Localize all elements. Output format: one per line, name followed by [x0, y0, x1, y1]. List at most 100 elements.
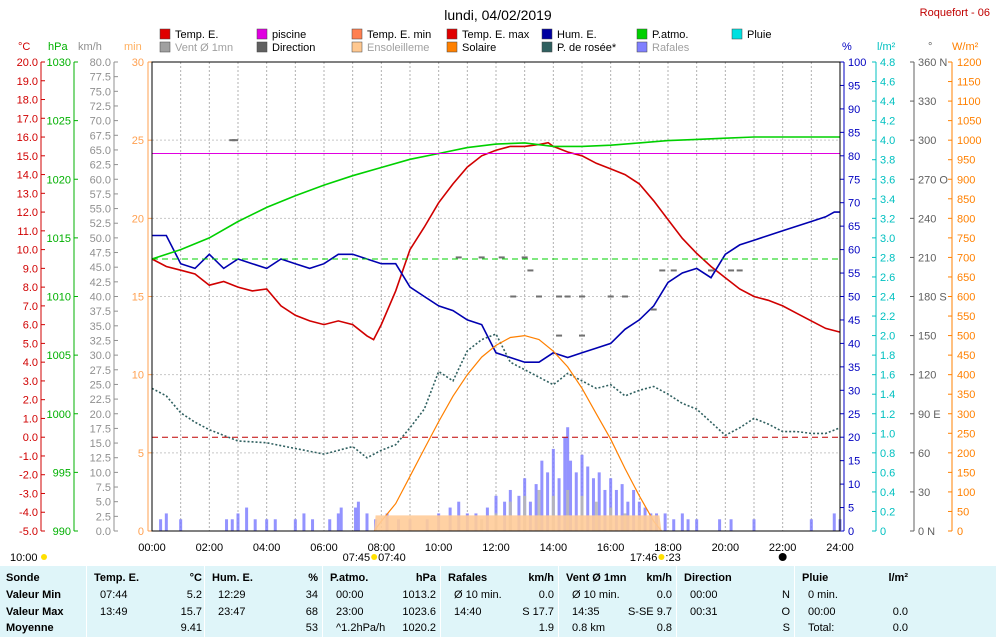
moon-time: 10:00 — [10, 552, 38, 564]
stats-row-avg-label: Moyenne — [6, 622, 54, 634]
stats-press-value: 1013.2 — [402, 589, 436, 601]
temp-tick-label: -2.0 — [19, 470, 38, 482]
direction-point — [579, 295, 585, 298]
x-tick-label: 16:00 — [597, 542, 625, 554]
wind-tick-label: 77.5 — [90, 72, 111, 84]
stats-dir-value: S — [782, 622, 790, 634]
direction-point — [579, 334, 585, 337]
humidity-tick-label: 20 — [848, 432, 860, 444]
stats-hum-time: 12:29 — [218, 589, 246, 601]
wind-tick-label: 45.0 — [90, 262, 111, 274]
wind-tick-label: 10.0 — [90, 467, 111, 479]
gust-bar — [273, 519, 277, 531]
solar-tick-label: 1100 — [957, 96, 981, 108]
solar-unit: W/m² — [952, 41, 979, 53]
gust-bar — [354, 507, 358, 531]
temp-tick-label: -1.0 — [19, 451, 38, 463]
gust-bar — [574, 472, 578, 531]
series-lines — [151, 136, 841, 532]
temp-tick-label: 5.0 — [23, 338, 38, 350]
temp-tick-label: -3.0 — [19, 488, 38, 500]
direction-point — [659, 269, 666, 272]
stats-rain-time: Total: — [808, 622, 835, 634]
humidity-tick-label: 50 — [848, 292, 860, 304]
legend-swatch — [351, 28, 363, 40]
wind-tick-label: 30.0 — [90, 350, 111, 362]
press-tick-label: 1010 — [47, 292, 71, 304]
legend-swatch — [636, 28, 648, 40]
direction-point — [232, 139, 239, 142]
gust-bar — [809, 519, 813, 531]
humidity-tick-label: 0 — [848, 526, 854, 538]
stats-unit-hum: % — [308, 572, 318, 584]
gust-bar — [540, 460, 544, 531]
wind-tick-label: 7.5 — [96, 482, 111, 494]
stats-temp-value: 9.41 — [180, 622, 202, 634]
stats-header-temp: Temp. E. — [94, 572, 140, 584]
x-tick-label: 02:00 — [196, 542, 224, 554]
wind-tick-label: 35.0 — [90, 321, 111, 333]
stats-separator — [204, 566, 205, 637]
direction-unit: ° — [928, 41, 932, 53]
direction-point — [708, 269, 714, 272]
rain-tick-label: 2.4 — [880, 292, 895, 304]
stats-wind-value: 0.8 — [656, 622, 672, 634]
legend-label: P. de rosée* — [557, 42, 617, 54]
wind-tick-label: 37.5 — [90, 306, 111, 318]
stats-panel: Sonde Valeur Min Valeur Max Moyenne Temp… — [0, 566, 996, 637]
stats-rain-time: 00:00 — [808, 605, 836, 618]
gust-bar — [336, 513, 340, 531]
rain-tick-label: 4.4 — [880, 96, 895, 108]
solar-tick-label: 350 — [957, 389, 975, 401]
direction-tick-label: 210 — [918, 252, 936, 264]
stats-separator — [322, 566, 323, 637]
solar-tick-label: 950 — [957, 155, 975, 167]
gust-bar — [832, 513, 836, 531]
solar-tick-label: 0 — [957, 526, 963, 538]
weather-chart: lundi, 04/02/2019 Roquefort - 06 Temp. E… — [10, 7, 990, 564]
stats-press-time: 00:00 — [336, 589, 364, 601]
solar-tick-label: 900 — [957, 174, 975, 186]
rain-tick-label: 3.0 — [880, 233, 895, 245]
press-tick-label: 990 — [53, 526, 71, 538]
temp-tick-label: 15.0 — [17, 151, 38, 163]
solar-tick-label: 1050 — [957, 116, 981, 128]
legend-swatch — [256, 28, 268, 40]
temp-tick-label: 14.0 — [17, 170, 38, 182]
wind-tick-label: 55.0 — [90, 204, 111, 216]
direction-point — [498, 256, 505, 259]
direction-point — [736, 269, 743, 272]
humidity-tick-label: 15 — [848, 456, 860, 468]
wind-tick-label: 5.0 — [96, 497, 111, 509]
gust-bar — [302, 513, 306, 531]
gust-bar — [179, 519, 183, 531]
minutes-tick-label: 25 — [132, 135, 144, 147]
humidity-tick-label: 80 — [848, 151, 860, 163]
direction-tick-label: 330 — [918, 96, 936, 108]
wind-bar — [551, 495, 555, 531]
gust-bar — [597, 472, 601, 531]
stats-dir-time: 00:00 — [690, 589, 718, 601]
legend-label: Temp. E. max — [462, 29, 530, 41]
gust-bar — [672, 519, 676, 531]
stats-separator — [440, 566, 441, 637]
direction-point — [650, 308, 657, 311]
stats-hum-value: 34 — [305, 589, 318, 601]
solar-tick-label: 700 — [957, 252, 975, 264]
sunset-time-2: :23 — [665, 552, 680, 564]
x-tick-label: 04:00 — [253, 542, 281, 554]
humidity-tick-label: 30 — [848, 385, 860, 397]
stats-gust-value: S 17.7 — [522, 605, 554, 618]
solar-tick-label: 50 — [957, 506, 969, 518]
direction-point — [455, 256, 462, 259]
wind-tick-label: 2.5 — [96, 511, 111, 523]
wind-tick-label: 12.5 — [90, 453, 111, 465]
grid — [152, 62, 840, 531]
stats-unit-gust: km/h — [528, 572, 554, 584]
minutes-tick-label: 0 — [138, 526, 144, 538]
legend-label: Ensoleilleme — [367, 42, 429, 54]
rain-unit: l/m² — [877, 41, 896, 53]
stats-hum-value: 53 — [305, 622, 318, 634]
wind-tick-label: 47.5 — [90, 248, 111, 260]
gust-bar — [695, 519, 699, 531]
